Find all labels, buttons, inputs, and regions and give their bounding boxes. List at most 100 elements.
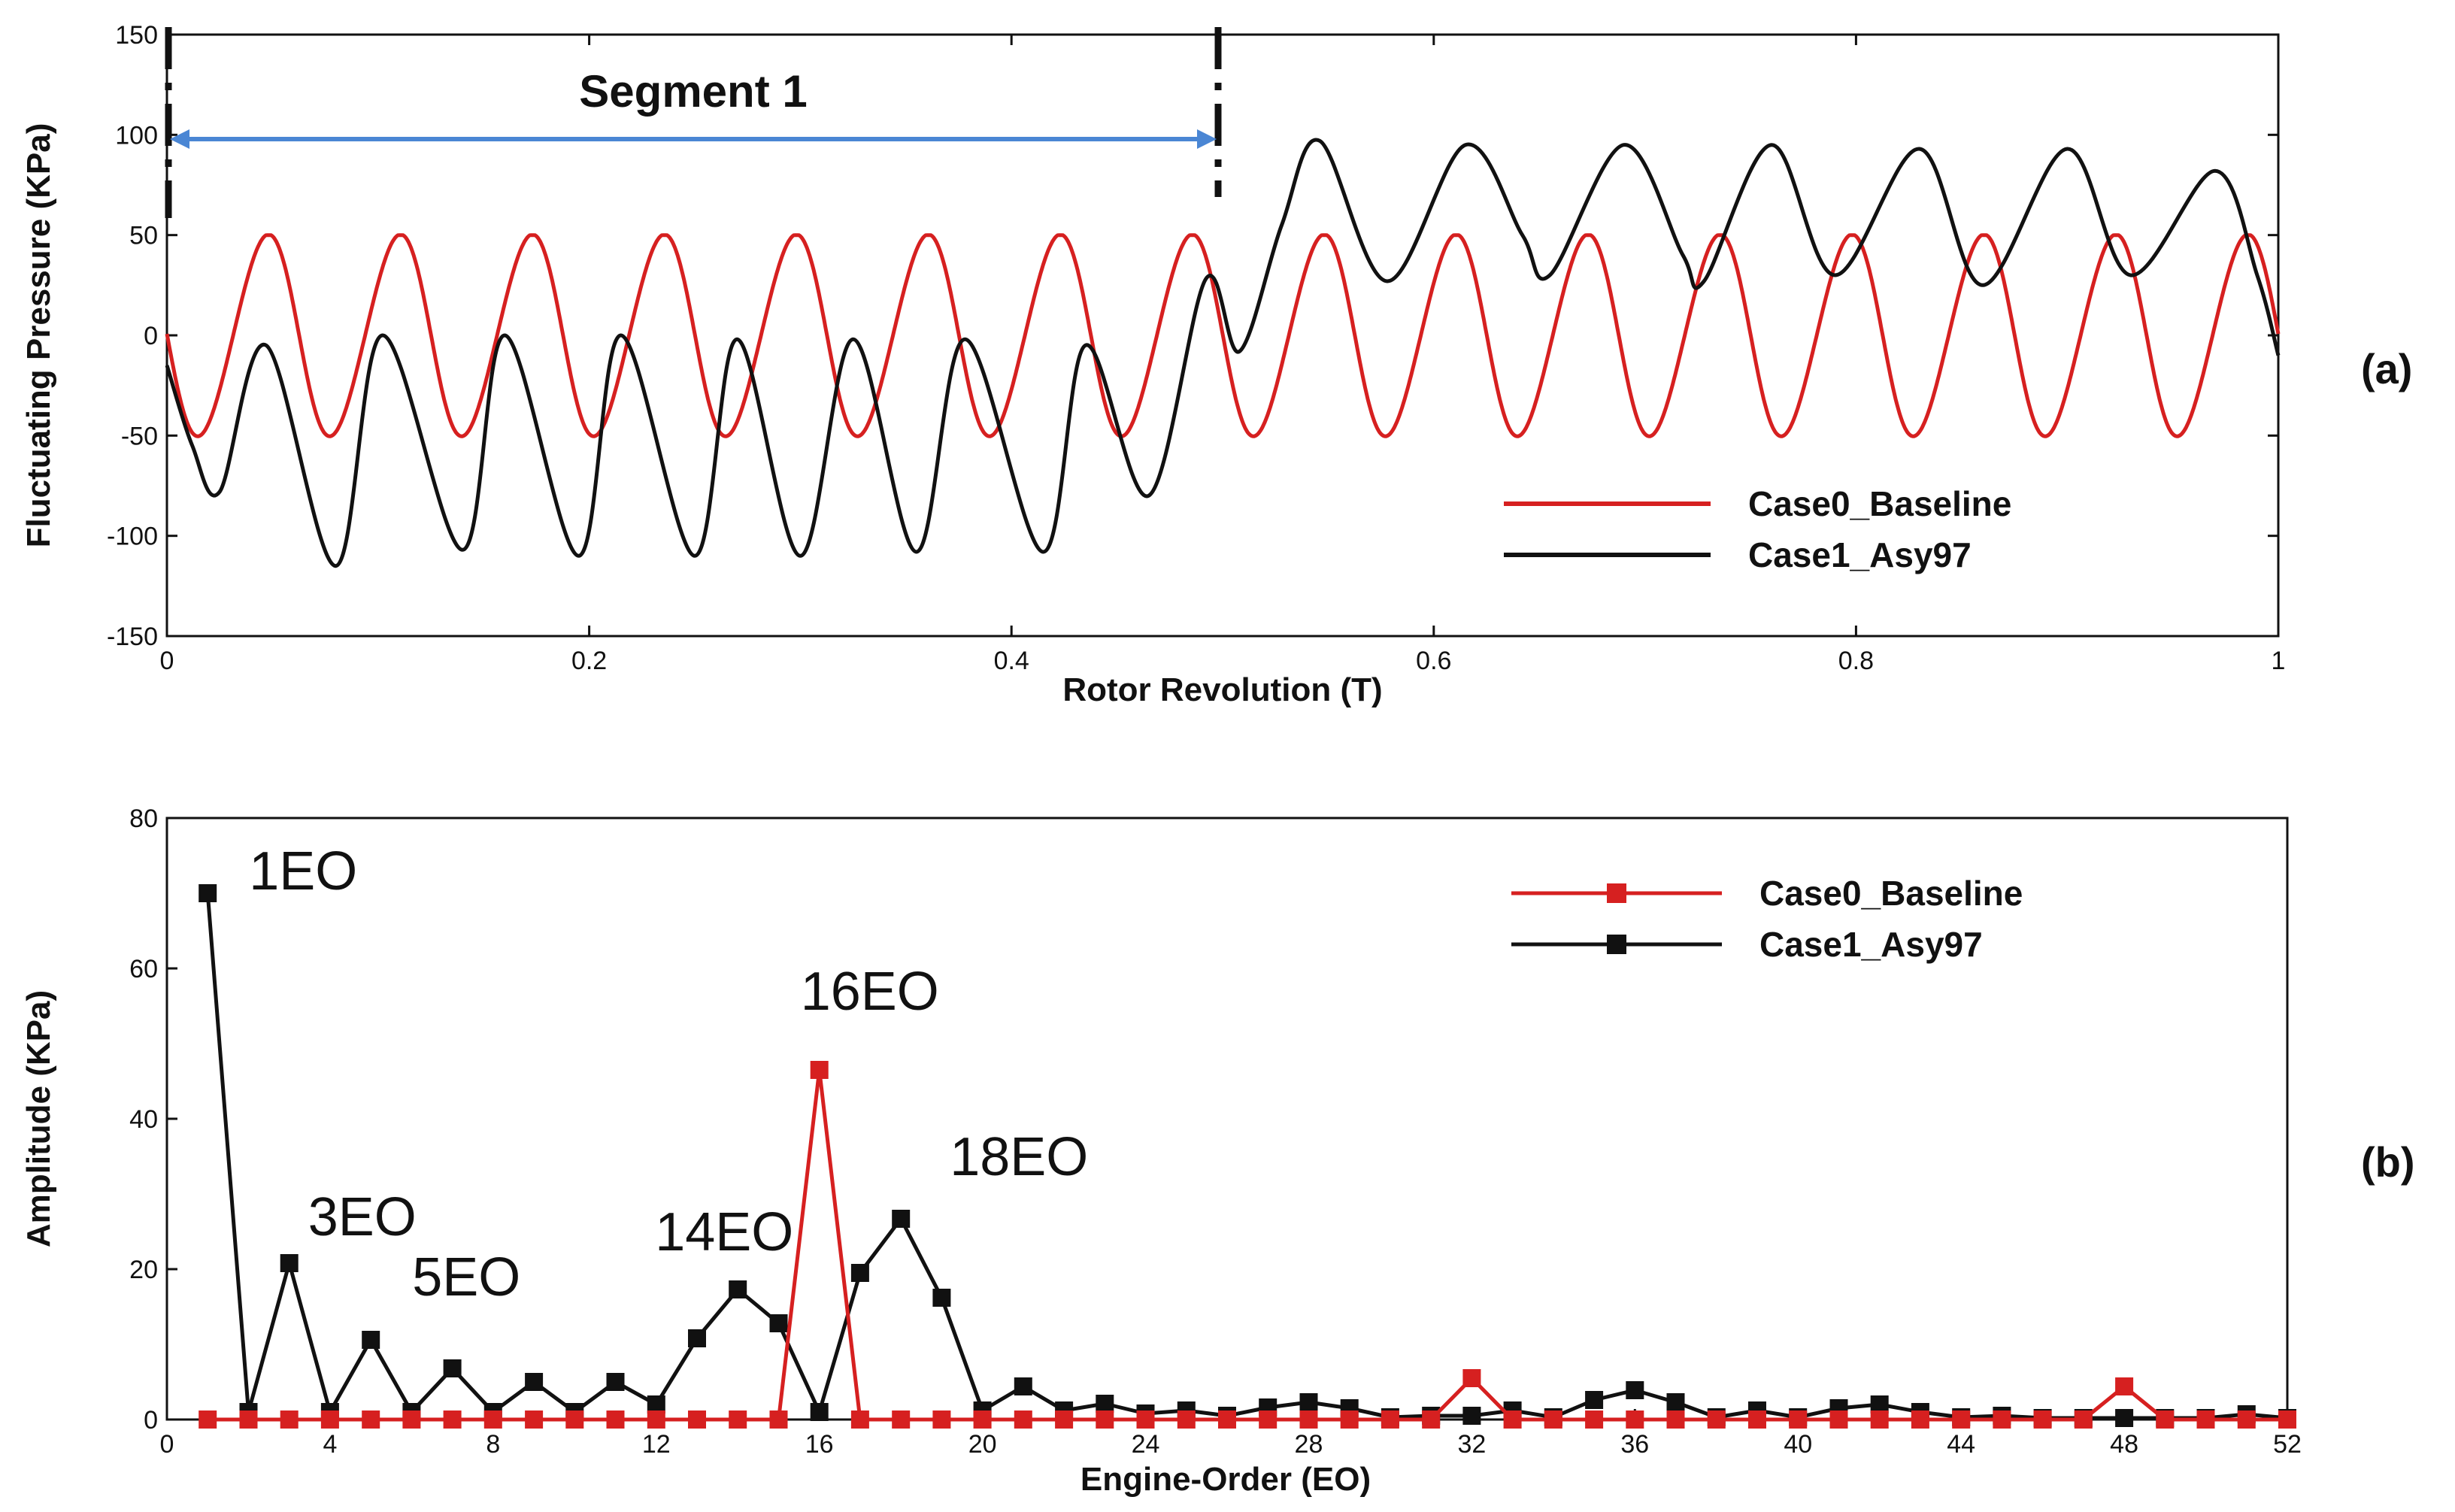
y-ticks: 0 20 40 60 80 <box>129 804 177 1435</box>
data-point-case0-baseline <box>1096 1410 1114 1429</box>
data-point-case1-asy97 <box>1299 1393 1318 1411</box>
data-point-case1-asy97 <box>1014 1377 1032 1395</box>
data-point-case1-asy97 <box>199 884 217 902</box>
data-point-case0-baseline <box>769 1410 788 1429</box>
data-point-case0-baseline <box>973 1410 992 1429</box>
x-tick-label: 8 <box>486 1430 500 1459</box>
data-point-case0-baseline <box>443 1410 462 1429</box>
segment-arrowhead-left <box>170 129 189 149</box>
data-point-case0-baseline <box>1299 1410 1318 1429</box>
data-point-case1-asy97 <box>362 1331 380 1349</box>
legend-label-asy97: Case1_Asy97 <box>1759 925 1983 964</box>
data-point-case1-asy97 <box>1626 1381 1644 1399</box>
series-line-case0-baseline <box>208 1068 2287 1422</box>
data-point-case1-asy97 <box>932 1289 951 1307</box>
data-point-case1-asy97 <box>525 1373 544 1391</box>
data-point-case0-baseline <box>199 1410 217 1429</box>
data-point-case0-baseline <box>1911 1410 1929 1429</box>
legend-label-baseline: Case0_Baseline <box>1759 874 2023 913</box>
data-point-case1-asy97 <box>688 1329 706 1347</box>
x-tick-label: 20 <box>968 1430 997 1459</box>
y-tick-label: -150 <box>107 623 158 651</box>
data-point-case0-baseline <box>280 1410 299 1429</box>
annotation-18eo: 18EO <box>950 1127 1088 1187</box>
data-point-case1-asy97 <box>443 1359 462 1377</box>
data-point-case1-asy97 <box>1585 1391 1604 1409</box>
segment-annotation: Segment 1 <box>165 27 1222 218</box>
data-point-case1-asy97 <box>850 1264 869 1282</box>
x-tick-label: 48 <box>2110 1430 2138 1459</box>
data-point-case0-baseline <box>1381 1410 1399 1429</box>
data-point-case0-baseline <box>483 1410 502 1429</box>
x-tick-label: 28 <box>1295 1430 1323 1459</box>
data-point-case0-baseline <box>647 1410 665 1429</box>
legend-label-baseline: Case0_Baseline <box>1748 484 2011 523</box>
x-tick-label: 0 <box>160 1430 174 1459</box>
data-point-case0-baseline <box>1259 1410 1278 1429</box>
data-point-case1-asy97 <box>280 1254 299 1272</box>
legend-label-asy97: Case1_Asy97 <box>1748 535 1972 574</box>
series-line-case1-asy97 <box>165 138 2281 568</box>
x-tick-label: 16 <box>805 1430 834 1459</box>
y-tick-label: 100 <box>115 121 158 150</box>
y-tick-label: 150 <box>115 21 158 50</box>
data-point-case1-asy97 <box>2115 1409 2134 1427</box>
data-point-case0-baseline <box>1544 1410 1562 1429</box>
x-tick-label: 32 <box>1457 1430 1486 1459</box>
x-ticks: 0 0.2 0.4 0.6 0.8 1 <box>160 35 2286 675</box>
x-tick-label: 1 <box>2272 647 2286 675</box>
y-tick-label: -100 <box>107 523 158 551</box>
y-tick-label: 60 <box>129 955 158 983</box>
data-point-case0-baseline <box>1952 1410 1971 1429</box>
data-point-case0-baseline <box>892 1410 911 1429</box>
annotation-16eo: 16EO <box>801 962 939 1022</box>
data-point-case0-baseline <box>1177 1410 1196 1429</box>
y-axis-label: Amplitude (KPa) <box>20 990 57 1247</box>
data-point-case1-asy97 <box>1462 1407 1481 1425</box>
data-point-case0-baseline <box>320 1410 339 1429</box>
x-axis-label: Engine-Order (EO) <box>1081 1461 1371 1498</box>
data-point-case0-baseline <box>1626 1410 1644 1429</box>
data-point-case0-baseline <box>1666 1410 1685 1429</box>
x-tick-label: 12 <box>642 1430 671 1459</box>
x-tick-label: 4 <box>323 1430 337 1459</box>
panel-label-b: (b) <box>2361 1138 2415 1186</box>
x-tick-label: 0.4 <box>994 647 1029 675</box>
data-point-case0-baseline <box>1014 1410 1032 1429</box>
data-point-case0-baseline <box>2033 1410 2052 1429</box>
y-tick-label: 80 <box>129 804 158 833</box>
y-tick-label: 50 <box>129 222 158 250</box>
legend: Case0_Baseline Case1_Asy97 <box>1504 484 2011 574</box>
data-point-case0-baseline <box>1707 1410 1726 1429</box>
data-point-case0-baseline <box>565 1410 584 1429</box>
x-ticks: 0 4 8 12 16 20 24 28 32 36 40 44 48 52 <box>160 1409 2302 1459</box>
x-tick-label: 0.8 <box>1838 647 1874 675</box>
data-point-case0-baseline <box>1136 1410 1155 1429</box>
x-tick-label: 0.2 <box>571 647 607 675</box>
data-point-case0-baseline <box>1055 1410 1074 1429</box>
data-point-case0-baseline <box>810 1061 829 1079</box>
data-point-case1-asy97 <box>606 1373 625 1391</box>
data-point-case0-baseline <box>1829 1410 1848 1429</box>
data-point-case0-baseline <box>239 1410 258 1429</box>
series-line-case1-asy97 <box>205 892 2288 1420</box>
annotation-1eo: 1EO <box>249 841 357 901</box>
data-point-case0-baseline <box>1748 1410 1766 1429</box>
x-tick-label: 24 <box>1132 1430 1160 1459</box>
data-point-case0-baseline <box>850 1410 869 1429</box>
x-tick-label: 44 <box>1947 1430 1975 1459</box>
data-point-case1-asy97 <box>892 1210 911 1228</box>
legend-marker-asy97 <box>1607 935 1626 954</box>
data-point-case0-baseline <box>525 1410 544 1429</box>
series-lines <box>199 884 2296 1429</box>
x-tick-label: 36 <box>1620 1430 1649 1459</box>
x-tick-label: 40 <box>1784 1430 1812 1459</box>
y-tick-label: 20 <box>129 1256 158 1284</box>
data-point-case0-baseline <box>1993 1410 2011 1429</box>
data-point-case0-baseline <box>1503 1410 1522 1429</box>
data-point-case0-baseline <box>1422 1410 1441 1429</box>
y-tick-label: -50 <box>121 422 158 450</box>
data-point-case1-asy97 <box>810 1403 829 1421</box>
